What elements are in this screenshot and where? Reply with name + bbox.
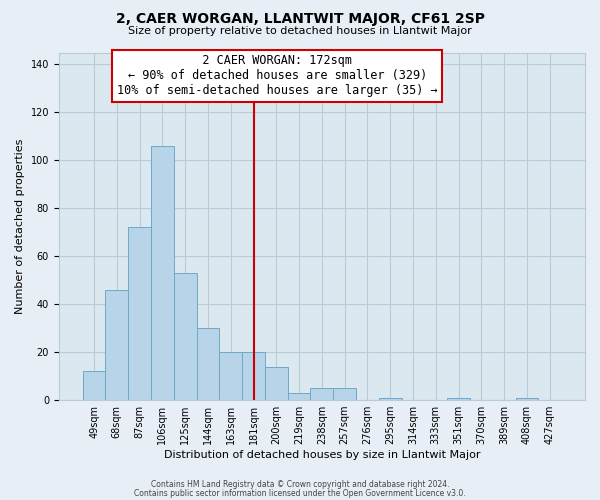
Bar [220, 352, 242, 400]
Bar [174, 273, 197, 400]
Text: 2 CAER WORGAN: 172sqm   
← 90% of detached houses are smaller (329)
10% of semi-: 2 CAER WORGAN: 172sqm ← 90% of detached … [117, 54, 437, 97]
Bar [83, 372, 106, 400]
Text: Contains HM Land Registry data © Crown copyright and database right 2024.: Contains HM Land Registry data © Crown c… [151, 480, 449, 489]
Text: Size of property relative to detached houses in Llantwit Major: Size of property relative to detached ho… [128, 26, 472, 36]
Bar [242, 352, 265, 400]
Bar [379, 398, 401, 400]
Y-axis label: Number of detached properties: Number of detached properties [15, 138, 25, 314]
Text: Contains public sector information licensed under the Open Government Licence v3: Contains public sector information licen… [134, 488, 466, 498]
X-axis label: Distribution of detached houses by size in Llantwit Major: Distribution of detached houses by size … [164, 450, 480, 460]
Text: 2, CAER WORGAN, LLANTWIT MAJOR, CF61 2SP: 2, CAER WORGAN, LLANTWIT MAJOR, CF61 2SP [115, 12, 485, 26]
Bar [515, 398, 538, 400]
Bar [128, 228, 151, 400]
Bar [106, 290, 128, 400]
Bar [151, 146, 174, 400]
Bar [265, 366, 288, 400]
Bar [310, 388, 333, 400]
Bar [288, 393, 310, 400]
Bar [197, 328, 220, 400]
Bar [447, 398, 470, 400]
Bar [333, 388, 356, 400]
